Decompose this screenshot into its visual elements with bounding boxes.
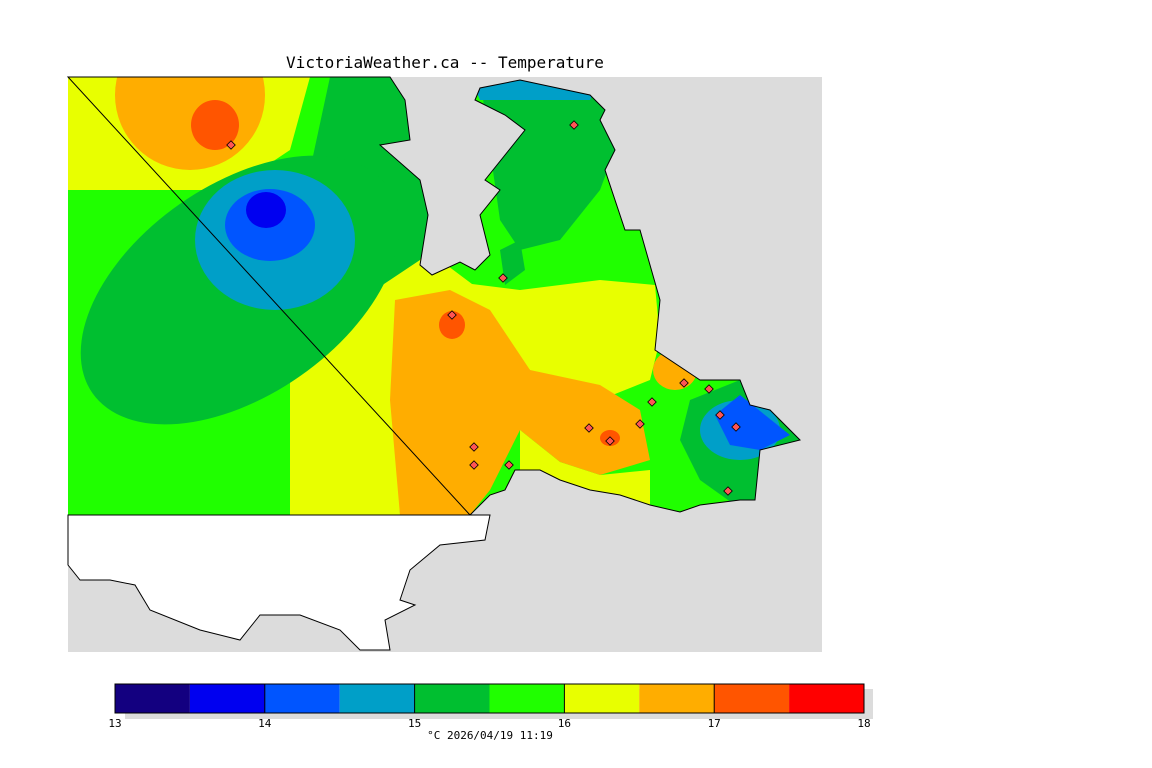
station-marker bbox=[504, 460, 514, 470]
colorbar-tick-label: 17 bbox=[707, 717, 721, 730]
station-marker bbox=[647, 397, 657, 407]
colorbar-bin bbox=[564, 684, 640, 713]
station-marker bbox=[731, 422, 741, 432]
colorbar-tick-label: 13 bbox=[108, 717, 122, 730]
colorbar-bin bbox=[639, 684, 715, 713]
station-marker bbox=[635, 419, 645, 429]
colorbar-bin bbox=[489, 684, 565, 713]
colorbar-tick-label: 18 bbox=[857, 717, 871, 730]
station-markers bbox=[226, 120, 741, 496]
station-marker bbox=[723, 486, 733, 496]
station-marker bbox=[704, 384, 714, 394]
colorbar-bin bbox=[714, 684, 790, 713]
colorbar-bin bbox=[115, 684, 190, 713]
colorbar bbox=[114, 683, 865, 714]
colorbar-bin bbox=[789, 684, 864, 713]
station-marker bbox=[447, 310, 457, 320]
station-marker bbox=[569, 120, 579, 130]
colorbar-caption: °C 2026/04/19 11:19 bbox=[427, 729, 553, 742]
station-marker bbox=[715, 410, 725, 420]
station-marker bbox=[469, 442, 479, 452]
us-landmass bbox=[67, 514, 491, 651]
colorbar-bin bbox=[339, 684, 415, 713]
station-marker bbox=[584, 423, 594, 433]
colorbar-bin bbox=[414, 684, 490, 713]
colorbar-tick-label: 15 bbox=[407, 717, 422, 730]
station-marker bbox=[498, 273, 508, 283]
colorbar-tick-label: 16 bbox=[557, 717, 572, 730]
coastline bbox=[66, 76, 801, 516]
colorbar-border bbox=[114, 683, 865, 714]
colorbar-tick-label: 14 bbox=[258, 717, 272, 730]
colorbar-bin bbox=[264, 684, 340, 713]
temperature-contours bbox=[68, 77, 800, 515]
station-marker bbox=[679, 378, 689, 388]
station-marker bbox=[605, 436, 615, 446]
map-title: VictoriaWeather.ca -- Temperature bbox=[286, 53, 604, 72]
station-marker bbox=[469, 460, 479, 470]
colorbar-bin bbox=[189, 684, 265, 713]
station-marker bbox=[226, 140, 236, 150]
